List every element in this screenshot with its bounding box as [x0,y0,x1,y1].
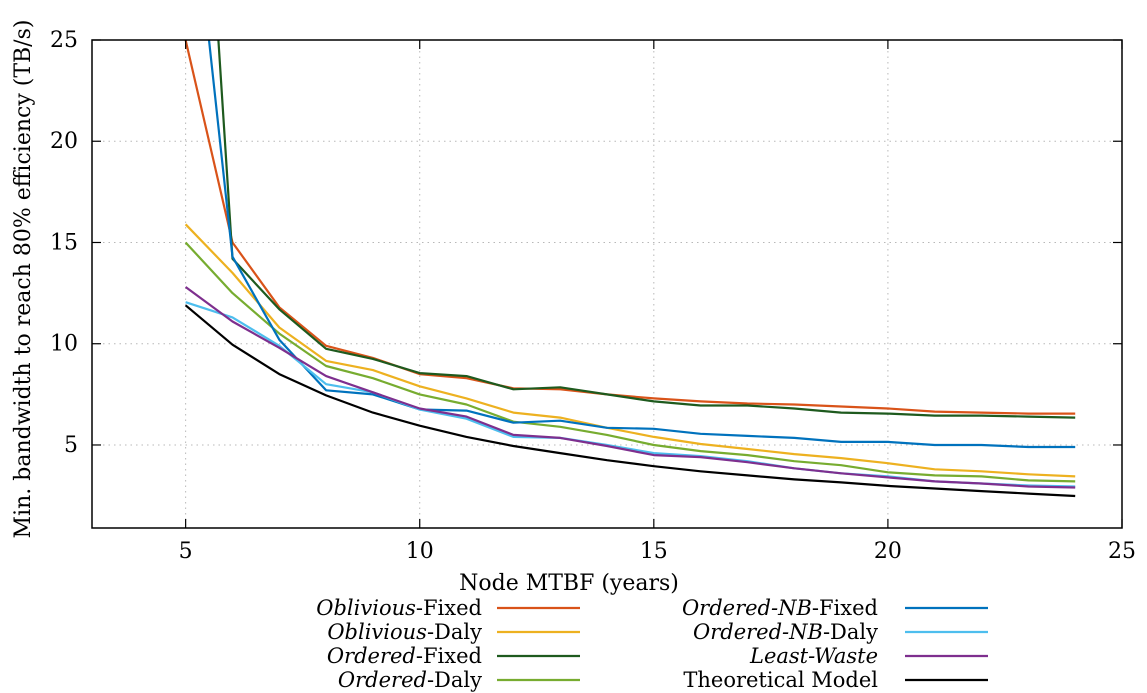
legend-item-theoretical-model: Theoretical Model [683,668,988,692]
series-line-least-waste [184,286,1076,489]
series-line-ordered-nb-fixed [207,40,1076,449]
y-tick-label: 5 [64,433,78,458]
series-line-ordered-fixed [217,40,1076,419]
series-line-theoretical-model [184,304,1076,498]
x-tick-label: 25 [1108,539,1136,564]
y-tick-label: 25 [50,28,78,53]
legend-label: Ordered-NB-Daly [693,620,878,644]
legend-label: Ordered-Fixed [327,644,482,668]
legend-label: Oblivious-Fixed [316,596,482,620]
series-line-oblivious-fixed [184,40,1076,415]
x-tick-label: 15 [640,539,668,564]
legend: Oblivious-FixedOblivious-DalyOrdered-Fix… [316,596,988,692]
series-line-ordered-nb-daly [185,301,1076,488]
legend-item-oblivious-fixed: Oblivious-Fixed [316,596,580,620]
y-axis-title: Min. bandwidth to reach 80% efficiency (… [11,20,36,539]
series-line-ordered-daly [184,241,1076,483]
series-line-oblivious-daly [184,223,1076,478]
x-tick-label: 20 [874,539,902,564]
legend-item-ordered-nb-fixed: Ordered-NB-Fixed [682,596,988,620]
legend-label: Oblivious-Daly [327,620,482,644]
y-tick-label: 20 [50,129,78,154]
y-tick-label: 10 [50,332,78,357]
grid [92,40,1122,528]
legend-item-least-waste: Least-Waste [749,644,988,668]
y-tick-label: 15 [50,230,78,255]
legend-item-ordered-daly: Ordered-Daly [338,668,580,692]
series-lines [184,40,1076,498]
x-axis-title: Node MTBF (years) [459,571,679,596]
plot-frame [91,39,1123,529]
legend-label: Ordered-NB-Fixed [682,596,878,620]
legend-item-ordered-fixed: Ordered-Fixed [327,644,580,668]
legend-label: Ordered-Daly [338,668,482,692]
x-tick-label: 5 [179,539,193,564]
legend-item-ordered-nb-daly: Ordered-NB-Daly [693,620,988,644]
legend-label: Theoretical Model [683,668,878,692]
legend-item-oblivious-daly: Oblivious-Daly [327,620,580,644]
legend-label: Least-Waste [749,644,878,668]
axis-ticks: 5 10 15 20 25 5 10 15 20 25 [50,28,1136,564]
x-tick-label: 10 [406,539,434,564]
